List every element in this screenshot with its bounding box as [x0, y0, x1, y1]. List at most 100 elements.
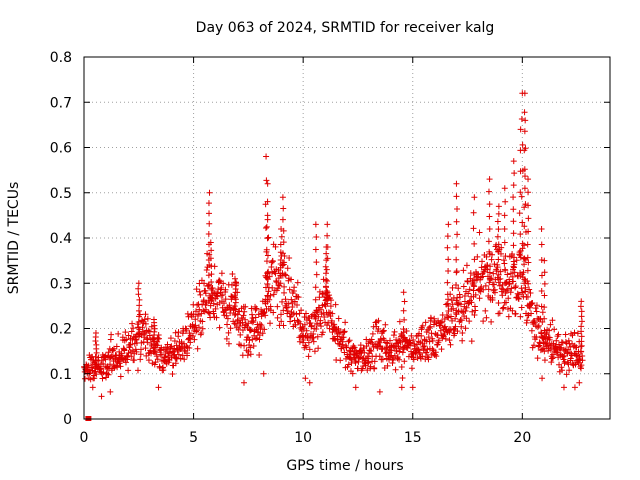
data-point-low [107, 388, 114, 395]
data-point [548, 359, 555, 366]
data-point [117, 373, 124, 380]
data-point-peak [525, 215, 532, 222]
data-point [513, 257, 520, 264]
data-point [172, 329, 179, 336]
data-point [521, 255, 528, 262]
data-point-peak [324, 277, 331, 284]
data-point [132, 336, 139, 343]
data-point [164, 341, 171, 348]
data-point [125, 367, 132, 374]
data-point [541, 348, 548, 355]
data-point [286, 254, 293, 261]
data-point [389, 359, 396, 366]
data-point [578, 362, 585, 369]
data-point [193, 327, 200, 334]
data-point [491, 281, 498, 288]
data-point [192, 316, 199, 323]
data-point-peak [312, 284, 319, 291]
data-point [305, 339, 312, 346]
data-point [466, 286, 473, 293]
data-point-peak [518, 116, 525, 123]
data-point-peak [510, 182, 517, 189]
data-point-peak [400, 289, 407, 296]
data-point [566, 367, 573, 374]
data-point-peak [279, 216, 286, 223]
data-point-peak [281, 283, 288, 290]
data-point [391, 328, 398, 335]
data-point [202, 290, 209, 297]
data-point-peak [277, 241, 284, 248]
data-point-peak [540, 339, 547, 346]
data-point [259, 330, 266, 337]
data-point [549, 355, 556, 362]
data-point [558, 364, 565, 371]
data-point [534, 324, 541, 331]
data-point [498, 244, 505, 251]
data-point [126, 342, 133, 349]
data-point [220, 280, 227, 287]
data-point-peak [279, 194, 286, 201]
data-point [172, 360, 179, 367]
data-point [415, 346, 422, 353]
data-point [367, 363, 374, 370]
data-point [121, 347, 128, 354]
data-point [515, 295, 522, 302]
data-point [446, 329, 453, 336]
data-point [341, 328, 348, 335]
data-point-peak [445, 268, 452, 275]
data-point [133, 336, 140, 343]
data-point [368, 336, 375, 343]
data-point [479, 258, 486, 265]
data-point [340, 334, 347, 341]
data-point [484, 266, 491, 273]
data-point-peak [278, 233, 285, 240]
data-point-low [155, 384, 162, 391]
data-point [250, 317, 257, 324]
data-point [177, 355, 184, 362]
data-point [200, 297, 207, 304]
data-point [547, 321, 554, 328]
data-point-peak [471, 256, 478, 263]
data-point [137, 356, 144, 363]
data-point [524, 317, 531, 324]
data-point [192, 322, 199, 329]
data-point-peak [278, 272, 285, 279]
data-point [453, 297, 460, 304]
data-point-peak [524, 254, 531, 261]
data-point [253, 305, 260, 312]
data-point [290, 310, 297, 317]
data-point-peak [401, 316, 408, 323]
data-point [429, 346, 436, 353]
data-point-peak [135, 307, 142, 314]
data-point [142, 311, 149, 318]
data-point [364, 360, 371, 367]
data-point [160, 367, 167, 374]
data-point [252, 335, 259, 342]
data-point [449, 317, 456, 324]
data-point-low [539, 375, 546, 382]
data-point [189, 332, 196, 339]
data-point [305, 353, 312, 360]
data-point [447, 313, 454, 320]
data-point [194, 301, 201, 308]
data-point-peak [578, 328, 585, 335]
data-point-peak [486, 201, 493, 208]
data-point [479, 273, 486, 280]
x-tick-label: 0 [80, 430, 89, 446]
data-point [489, 296, 496, 303]
data-point [252, 314, 259, 321]
data-point [114, 364, 121, 371]
data-point [405, 353, 412, 360]
data-point [261, 309, 268, 316]
data-point-peak [452, 282, 459, 289]
data-point [435, 337, 442, 344]
data-point [457, 301, 464, 308]
x-tick-label: 5 [189, 430, 198, 446]
data-point [223, 335, 230, 342]
data-point [499, 305, 506, 312]
data-point [199, 318, 206, 325]
data-point-peak [263, 153, 270, 160]
x-tick-label: 10 [294, 430, 312, 446]
data-point [303, 327, 310, 334]
data-point-peak [517, 126, 524, 133]
